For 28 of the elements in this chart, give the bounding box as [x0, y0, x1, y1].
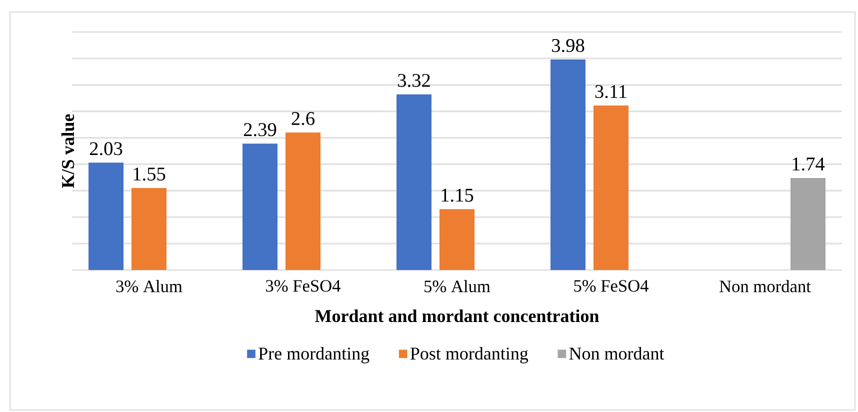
- bar: [88, 162, 124, 270]
- legend-label: Non mordant: [569, 347, 664, 360]
- data-label: 2.39: [244, 123, 276, 136]
- x-tick-label: 3% Alum: [116, 280, 182, 292]
- data-label: 3.11: [595, 85, 626, 98]
- legend-label: Pre mordanting: [258, 347, 370, 364]
- bar: [242, 144, 278, 270]
- y-axis-title: K/S value: [61, 114, 74, 188]
- data-label: 3.32: [398, 74, 430, 88]
- bar: [396, 94, 432, 270]
- x-tick-label: Non mordant: [720, 280, 811, 292]
- bar: [286, 132, 321, 270]
- bar: [550, 60, 586, 270]
- data-label: 3.98: [552, 39, 584, 52]
- bar: [790, 178, 826, 270]
- x-tick-label: 5% FeSO4: [574, 280, 649, 292]
- data-label: 1.55: [134, 168, 166, 181]
- x-tick-label: 3% FeSO4: [266, 280, 341, 292]
- data-label: 1.74: [792, 158, 825, 171]
- x-axis-title: Mordant and mordant concentration: [315, 309, 599, 322]
- data-label: 2.03: [90, 142, 122, 156]
- data-label: 2.6: [292, 112, 315, 126]
- bar: [132, 188, 167, 270]
- legend-label: Post mordanting: [410, 347, 528, 364]
- bar: [594, 106, 629, 270]
- x-tick-label: 5% Alum: [424, 280, 490, 292]
- bar: [440, 209, 475, 270]
- data-label: 1.15: [442, 188, 474, 202]
